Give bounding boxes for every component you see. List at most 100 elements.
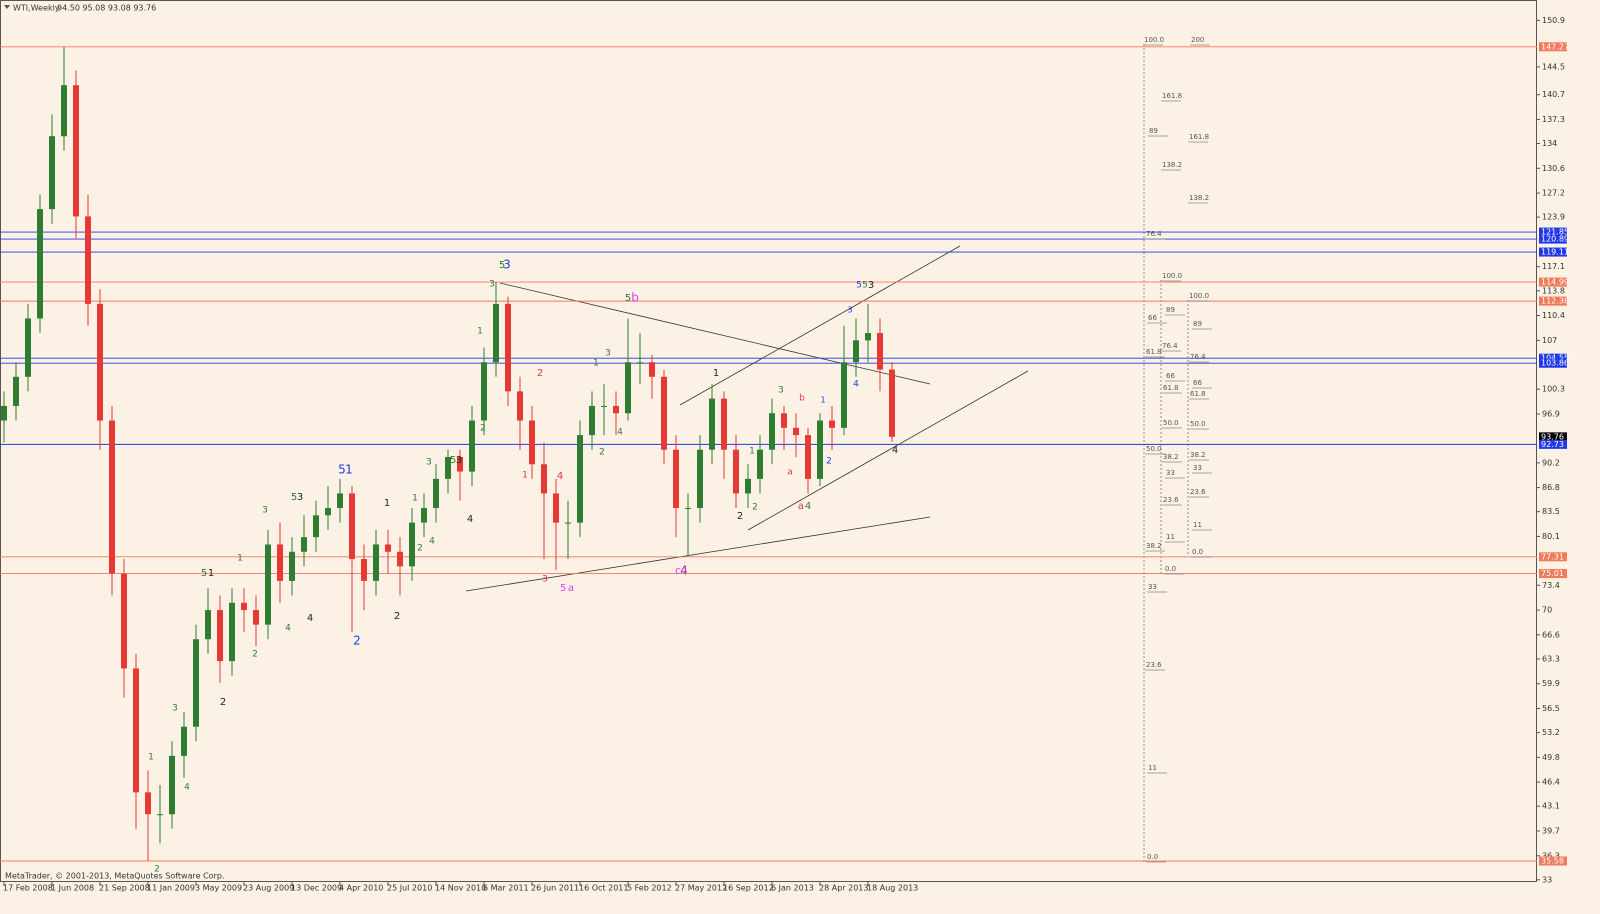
wave-label: 1 bbox=[384, 498, 390, 509]
level-box bbox=[1539, 296, 1567, 306]
x-tick-label: 6 Jan 2013 bbox=[771, 884, 814, 893]
wave-label: 3 bbox=[262, 506, 268, 516]
trend-lines bbox=[465, 245, 1029, 592]
candle-body bbox=[37, 209, 43, 319]
y-tick-label: 150.9 bbox=[1542, 16, 1565, 25]
y-tick-label: 33 bbox=[1542, 875, 1552, 884]
fib-label: 100.0 bbox=[1189, 292, 1209, 300]
y-tick-label: 56.5 bbox=[1542, 704, 1560, 713]
y-tick-label: 107 bbox=[1542, 336, 1557, 345]
fib-label: 76.4 bbox=[1190, 353, 1206, 361]
candle-body bbox=[721, 398, 727, 450]
fib-label: 0.0 bbox=[1147, 853, 1158, 861]
x-tick-label: 18 Aug 2013 bbox=[867, 884, 918, 893]
candle-body bbox=[277, 544, 283, 581]
candle-body bbox=[409, 522, 415, 567]
fib-label: 89 bbox=[1193, 320, 1202, 328]
candle-body bbox=[697, 449, 703, 509]
y-tick-label: 46.4 bbox=[1542, 778, 1560, 787]
trend-line bbox=[679, 245, 961, 406]
fib-label: 23.6 bbox=[1190, 488, 1206, 496]
candle-body bbox=[853, 340, 859, 363]
wave-label: 3 bbox=[847, 306, 852, 315]
wave-label: 4 bbox=[467, 514, 473, 525]
wave-label: 5 bbox=[338, 463, 346, 477]
wave-label: 5 bbox=[856, 281, 862, 291]
candle-body bbox=[553, 493, 559, 523]
candle-body bbox=[889, 369, 895, 437]
fib-label: 76.4 bbox=[1162, 342, 1178, 350]
candle-body bbox=[121, 573, 127, 669]
wave-label: 2 bbox=[480, 424, 486, 434]
plot-frame bbox=[0, 0, 1537, 882]
y-tick-label: 113.8 bbox=[1542, 286, 1565, 295]
level-label: 121.85 bbox=[1541, 228, 1569, 237]
fib-label: 38.2 bbox=[1146, 542, 1162, 550]
level-box bbox=[1539, 432, 1567, 442]
level-box bbox=[1539, 439, 1567, 449]
candle-body bbox=[253, 610, 259, 625]
fib-label: 61.8 bbox=[1190, 390, 1206, 398]
y-tick-label: 36.3 bbox=[1542, 851, 1560, 860]
wave-label: 2 bbox=[252, 650, 258, 660]
fib-label: 138.2 bbox=[1162, 161, 1182, 169]
level-box bbox=[1539, 227, 1567, 237]
fib-label: 200 bbox=[1191, 36, 1204, 44]
level-label: 104.55 bbox=[1541, 354, 1569, 363]
fib-label: 11 bbox=[1166, 533, 1175, 541]
y-tick-label: 96.9 bbox=[1542, 409, 1560, 418]
y-tick-label: 43.1 bbox=[1542, 802, 1560, 811]
level-label: 35.58 bbox=[1541, 857, 1564, 866]
candle-body bbox=[505, 303, 511, 392]
symbol: WTI,Weekly bbox=[13, 4, 60, 13]
fib-label: 100.0 bbox=[1162, 272, 1182, 280]
level-label: 114.99 bbox=[1541, 278, 1569, 287]
candle-body bbox=[589, 405, 595, 436]
candle-body bbox=[625, 362, 631, 414]
fib-label: 33 bbox=[1148, 583, 1157, 591]
candle-body bbox=[73, 85, 79, 217]
fib-label: 38.2 bbox=[1190, 451, 1206, 459]
wave-label: b bbox=[799, 394, 805, 404]
candle-body bbox=[109, 420, 115, 574]
candle-body bbox=[793, 427, 799, 436]
fib-label: 161.8 bbox=[1189, 133, 1209, 141]
candle-body bbox=[733, 449, 739, 494]
candle-body bbox=[829, 420, 835, 428]
y-tick-label: 123.9 bbox=[1542, 213, 1565, 222]
trend-line bbox=[465, 516, 931, 592]
fib-label: 89 bbox=[1149, 127, 1158, 135]
wave-label: 4 bbox=[557, 471, 563, 482]
trend-line bbox=[747, 370, 1029, 531]
candle-body bbox=[145, 792, 151, 815]
wave-label: b bbox=[631, 291, 639, 305]
candle-body bbox=[541, 464, 547, 494]
candle-body bbox=[877, 333, 883, 370]
y-tick-label: 134 bbox=[1542, 139, 1557, 148]
wave-label: 1 bbox=[237, 554, 243, 564]
candle-body bbox=[769, 413, 775, 450]
y-tick-label: 140.7 bbox=[1542, 90, 1565, 99]
level-box bbox=[1539, 277, 1567, 287]
candle-body bbox=[577, 435, 583, 523]
x-tick-label: 23 Aug 2009 bbox=[243, 884, 294, 893]
y-tick-label: 127.2 bbox=[1542, 189, 1565, 198]
level-label: 120.89 bbox=[1541, 235, 1569, 244]
candle-body bbox=[217, 610, 223, 662]
wave-label: 4 bbox=[805, 501, 811, 512]
x-tick-label: 4 Apr 2010 bbox=[339, 884, 383, 893]
candle-body bbox=[517, 391, 523, 421]
wave-label: 1 bbox=[345, 463, 353, 477]
wave-label: 4 bbox=[429, 537, 435, 547]
candle-body bbox=[565, 522, 571, 524]
fib-label: 0.0 bbox=[1165, 565, 1176, 573]
level-label: 112.38 bbox=[1541, 297, 1569, 306]
candle-body bbox=[337, 493, 343, 509]
fib-label: 50.0 bbox=[1146, 445, 1162, 453]
x-tick-label: 28 Apr 2013 bbox=[819, 884, 868, 893]
trend-line bbox=[499, 282, 931, 385]
candle-body bbox=[349, 493, 355, 560]
wave-label: 3 bbox=[489, 280, 495, 290]
